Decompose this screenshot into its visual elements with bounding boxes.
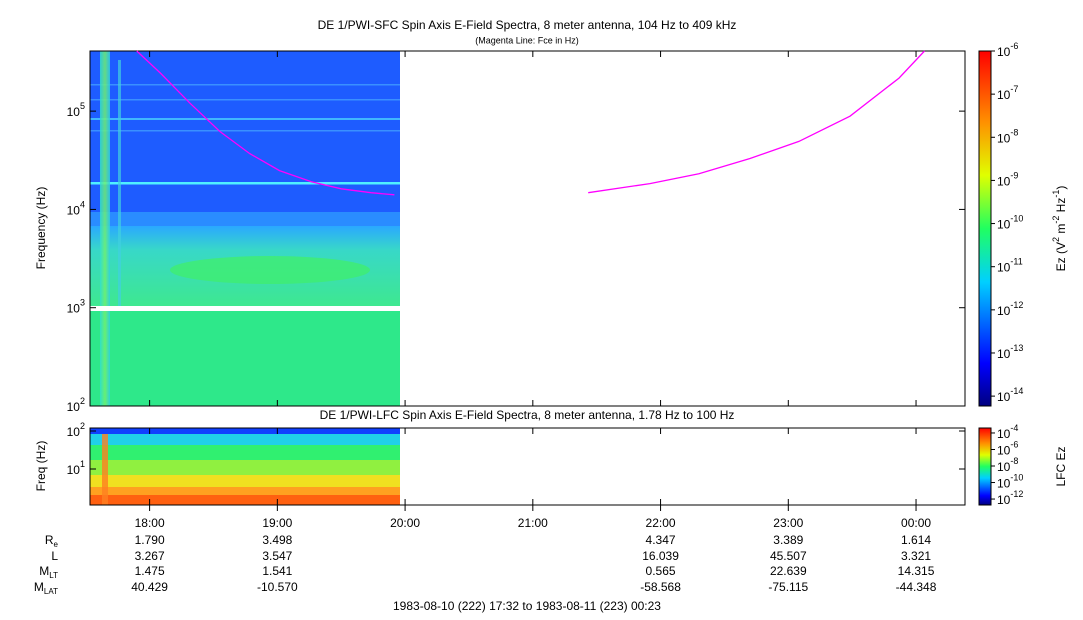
chart-title: DE 1/PWI-LFC Spin Axis E-Field Spectra, … (320, 408, 735, 422)
y-tick-label: 102 (67, 396, 85, 414)
ephemeris-value: 16.039 (642, 549, 679, 563)
colorbar-tick-label: 10-13 (997, 343, 1023, 361)
x-tick-label: 21:00 (518, 516, 548, 530)
colorbar-tick-label: 10-4 (997, 423, 1018, 441)
x-tick-label: 23:00 (773, 516, 803, 530)
ephemeris-value: 22.639 (770, 564, 807, 578)
plot-frame (89, 427, 966, 506)
colorbar-tick-label: 10-11 (997, 257, 1023, 275)
plot-frame (89, 50, 966, 407)
ephemeris-value: 4.347 (646, 533, 676, 547)
colorbar-label: LFC Ez (1054, 446, 1068, 486)
fce-line (136, 50, 925, 196)
colorbar-bottom (979, 428, 991, 505)
colorbar-label: Ez (V2 m-2 Hz-1) (1051, 186, 1068, 272)
colorbar-tick-label: 10-8 (997, 456, 1018, 474)
ephemeris-value: -10.570 (257, 580, 298, 594)
ephemeris-label: MLT (39, 564, 58, 580)
ephemeris-value: -75.115 (768, 580, 808, 594)
ephemeris-value: 40.429 (131, 580, 168, 594)
y-tick-label: 104 (67, 200, 85, 218)
ephemeris-value: 3.498 (262, 533, 292, 547)
y-tick-label: 102 (67, 421, 85, 439)
ephemeris-value: 3.547 (262, 549, 292, 563)
ephemeris-value: 3.321 (901, 549, 931, 563)
chart-subtitle: (Magenta Line: Fce in Hz) (475, 35, 579, 45)
ephemeris-value: 3.267 (135, 549, 165, 563)
ephemeris-value: -58.568 (640, 580, 681, 594)
spectrogram-top (90, 51, 400, 406)
time-range: 1983-08-10 (222) 17:32 to 1983-08-11 (22… (393, 599, 661, 613)
ephemeris-value: 14.315 (898, 564, 935, 578)
colorbar-tick-label: 10-9 (997, 171, 1018, 189)
ephemeris-value: 1.614 (901, 533, 931, 547)
spectrogram-bottom (90, 428, 400, 505)
ephemeris-value: 0.565 (646, 564, 676, 578)
colorbar-tick-label: 10-6 (997, 440, 1018, 458)
x-tick-label: 22:00 (646, 516, 676, 530)
y-tick-label: 101 (67, 459, 85, 477)
x-tick-label: 20:00 (390, 516, 420, 530)
colorbar-tick-label: 10-6 (997, 41, 1018, 59)
ephemeris-value: -44.348 (896, 580, 937, 594)
colorbar-frame (978, 50, 992, 407)
ephemeris-value: 3.389 (773, 533, 803, 547)
colorbar-tick-label: 10-12 (997, 489, 1023, 507)
x-tick-label: 00:00 (901, 516, 931, 530)
ephemeris-label: Re (45, 533, 59, 549)
colorbar-tick-label: 10-12 (997, 300, 1023, 318)
colorbar-tick-label: 10-7 (997, 85, 1018, 103)
colorbar-tick-label: 10-14 (997, 386, 1023, 404)
ephemeris-value: 1.475 (135, 564, 165, 578)
ephemeris-value: 1.790 (135, 533, 165, 547)
x-tick-label: 19:00 (262, 516, 292, 530)
y-tick-label: 105 (67, 102, 85, 120)
ephemeris-label: MLAT (34, 580, 58, 596)
colorbar-top (979, 51, 991, 406)
ephemeris-label: L (51, 549, 58, 563)
chart-title: DE 1/PWI-SFC Spin Axis E-Field Spectra, … (318, 18, 737, 32)
y-tick-label: 103 (67, 298, 85, 316)
ephemeris-value: 1.541 (262, 564, 292, 578)
colorbar-tick-label: 10-8 (997, 128, 1018, 146)
y-axis-label: Frequency (Hz) (34, 187, 48, 270)
colorbar-tick-label: 10-10 (997, 214, 1023, 232)
ephemeris-value: 45.507 (770, 549, 807, 563)
x-tick-label: 18:00 (135, 516, 165, 530)
y-axis-label: Freq (Hz) (34, 441, 48, 492)
colorbar-tick-label: 10-10 (997, 473, 1023, 491)
